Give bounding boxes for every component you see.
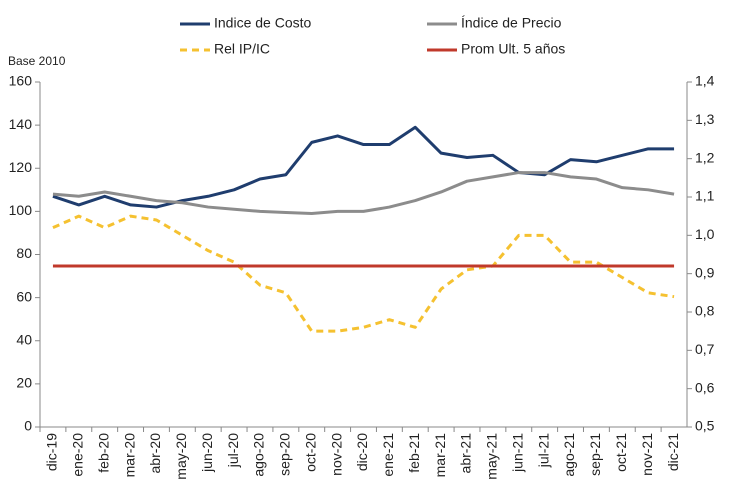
- x-tick-label: sep-21: [587, 433, 603, 476]
- x-tick-label: dic-19: [44, 433, 60, 471]
- legend-label: Prom Ult. 5 años: [461, 41, 565, 57]
- x-tick-label: ago-21: [561, 433, 577, 477]
- y2-tick-label: 0,6: [695, 379, 715, 395]
- y2-tick-label: 1,1: [695, 188, 715, 204]
- y2-tick-label: 1,3: [695, 111, 715, 127]
- y2-tick-label: 1,4: [695, 73, 715, 89]
- x-tick-label: jul-21: [535, 433, 551, 468]
- x-tick-label: ene-20: [70, 433, 86, 477]
- x-tick-label: may-20: [173, 433, 189, 480]
- x-tick-label: jun-20: [199, 433, 215, 473]
- legend-label: Indice de Costo: [214, 15, 311, 31]
- y-tick-label: 120: [9, 159, 33, 175]
- series-line: [52, 171, 675, 216]
- y-tick-label: 160: [9, 73, 33, 89]
- x-tick-label: nov-21: [639, 433, 655, 476]
- x-tick-label: ene-21: [380, 433, 396, 477]
- legend-label: Índice de Precio: [461, 15, 562, 31]
- x-tick-label: oct-21: [613, 433, 629, 472]
- y2-tick-label: 1,2: [695, 149, 715, 165]
- y-tick-label: 60: [16, 288, 32, 304]
- y2-tick-label: 0,8: [695, 303, 715, 319]
- y-tick-label: 0: [24, 418, 32, 434]
- x-tick-label: mar-20: [121, 433, 137, 478]
- y-tick-label: 100: [9, 202, 33, 218]
- series-line: [52, 125, 675, 209]
- y-tick-label: 40: [16, 331, 32, 347]
- x-tick-label: jul-20: [225, 433, 241, 468]
- base-note: Base 2010: [8, 54, 66, 68]
- x-tick-label: jun-21: [509, 433, 525, 473]
- x-tick-label: dic-21: [665, 433, 681, 471]
- x-tick-label: abr-20: [147, 433, 163, 474]
- x-tick-label: feb-21: [406, 433, 422, 473]
- y2-tick-label: 0,5: [695, 418, 715, 434]
- x-tick-label: mar-21: [432, 433, 448, 478]
- x-tick-label: feb-20: [95, 433, 111, 473]
- x-tick-label: ago-20: [251, 433, 267, 477]
- legend-label: Rel IP/IC: [214, 41, 270, 57]
- y-tick-label: 140: [9, 116, 33, 132]
- x-tick-label: oct-20: [302, 433, 318, 472]
- x-tick-label: may-21: [484, 433, 500, 480]
- x-tick-label: sep-20: [277, 433, 293, 476]
- series-line: [52, 214, 675, 333]
- x-tick-label: nov-20: [328, 433, 344, 476]
- y-tick-label: 20: [16, 375, 32, 391]
- y2-tick-label: 1,0: [695, 226, 715, 242]
- y2-tick-label: 0,9: [695, 264, 715, 280]
- x-tick-label: abr-21: [458, 433, 474, 474]
- y-tick-label: 80: [16, 245, 32, 261]
- y2-tick-label: 0,7: [695, 341, 715, 357]
- x-tick-label: dic-20: [354, 433, 370, 471]
